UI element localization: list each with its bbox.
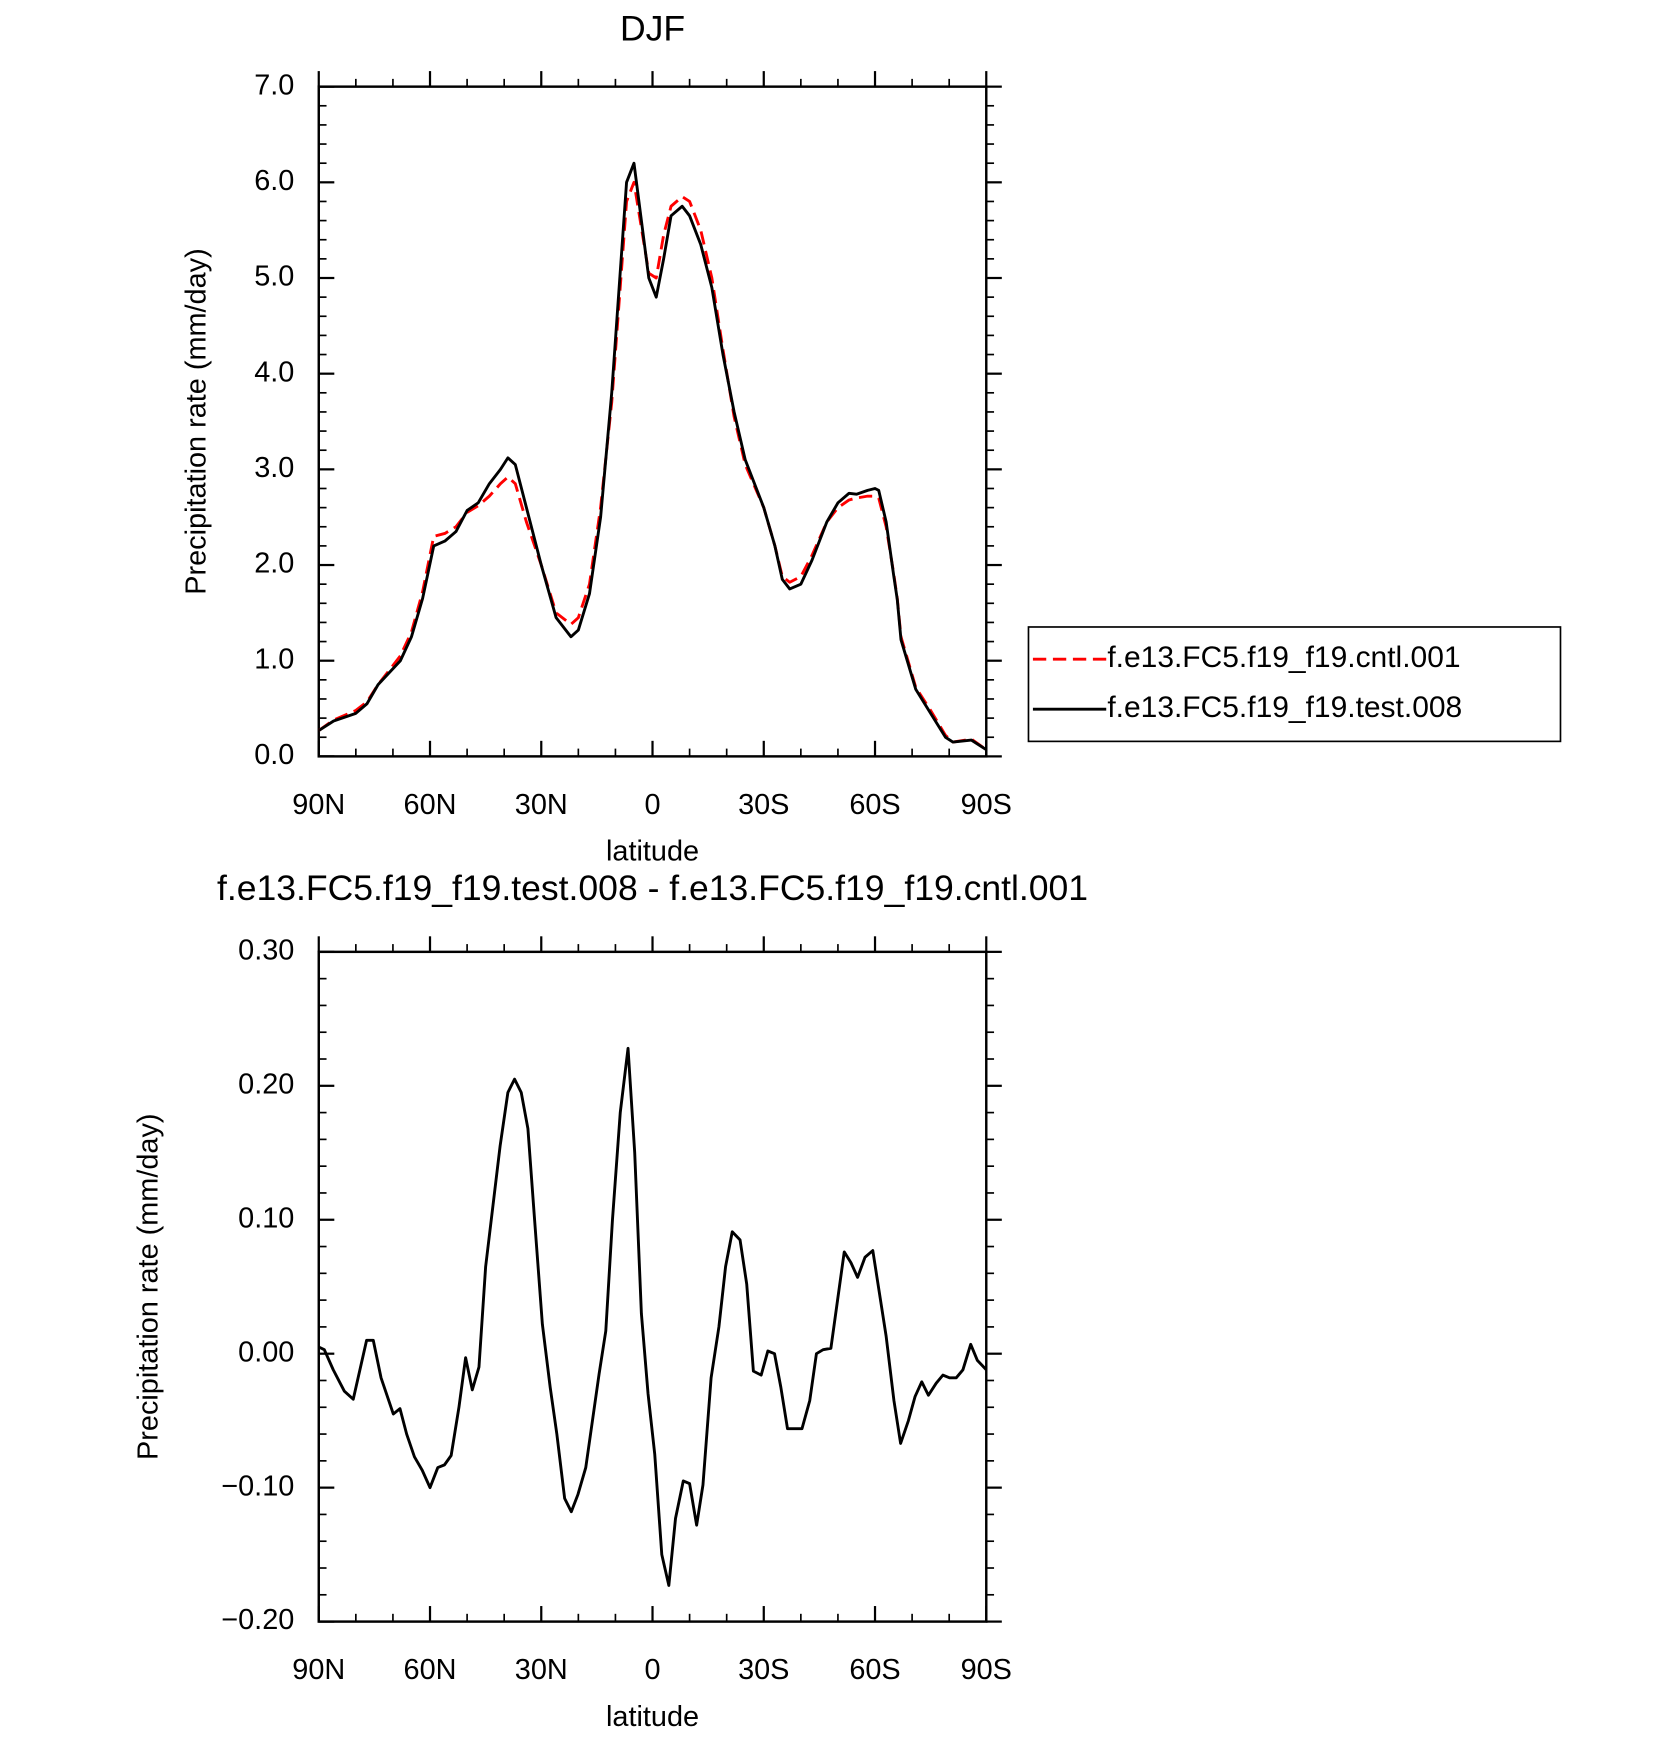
x-tick-label: 60N (404, 789, 457, 821)
x-tick-label: 90S (961, 789, 1012, 821)
y-tick-label: 2.0 (254, 548, 294, 580)
chart-title: f.e13.FC5.f19_f19.test.008 - f.e13.FC5.f… (217, 868, 1088, 908)
y-tick-label: 0.30 (238, 934, 294, 966)
y-tick-label: 4.0 (254, 356, 294, 388)
y-tick-label: 7.0 (254, 69, 294, 101)
x-tick-label: 0 (644, 789, 660, 821)
y-axis-title: Precipitation rate (mm/day) (133, 1114, 165, 1460)
x-tick-label: 30S (738, 789, 789, 821)
x-tick-label: 30N (515, 789, 568, 821)
y-tick-label: 6.0 (254, 165, 294, 197)
y-tick-label: 0.00 (238, 1336, 294, 1368)
x-tick-label: 30S (738, 1654, 789, 1686)
y-tick-label: 3.0 (254, 452, 294, 484)
legend-label: f.e13.FC5.f19_f19.test.008 (1107, 691, 1462, 724)
x-tick-label: 90N (292, 789, 345, 821)
plot-frame (317, 950, 988, 1623)
data-line (317, 180, 988, 751)
y-tick-label: −0.20 (221, 1604, 294, 1636)
x-tick-label: 30N (515, 1654, 568, 1686)
y-axis-title: Precipitation rate (mm/day) (180, 248, 212, 594)
plot-frame (317, 85, 988, 758)
x-tick-label: 0 (644, 1654, 660, 1686)
y-tick-label: 0.10 (238, 1202, 294, 1234)
y-tick-label: −0.10 (221, 1470, 294, 1502)
legend-label: f.e13.FC5.f19_f19.cntl.001 (1107, 641, 1460, 674)
y-tick-label: 5.0 (254, 261, 294, 293)
x-tick-label: 90S (961, 1654, 1012, 1686)
x-tick-label: 60S (849, 1654, 900, 1686)
x-tick-label: 60N (404, 1654, 457, 1686)
x-tick-label: 90N (292, 1654, 345, 1686)
x-tick-label: 60S (849, 789, 900, 821)
y-tick-label: 0.20 (238, 1068, 294, 1100)
legend-box (1027, 626, 1562, 743)
data-line (317, 161, 988, 751)
x-axis-title: latitude (606, 836, 699, 868)
y-tick-label: 1.0 (254, 643, 294, 675)
chart-title: DJF (620, 9, 685, 49)
y-tick-label: 0.0 (254, 739, 294, 771)
x-axis-title: latitude (606, 1701, 699, 1733)
data-line (318, 1046, 988, 1587)
